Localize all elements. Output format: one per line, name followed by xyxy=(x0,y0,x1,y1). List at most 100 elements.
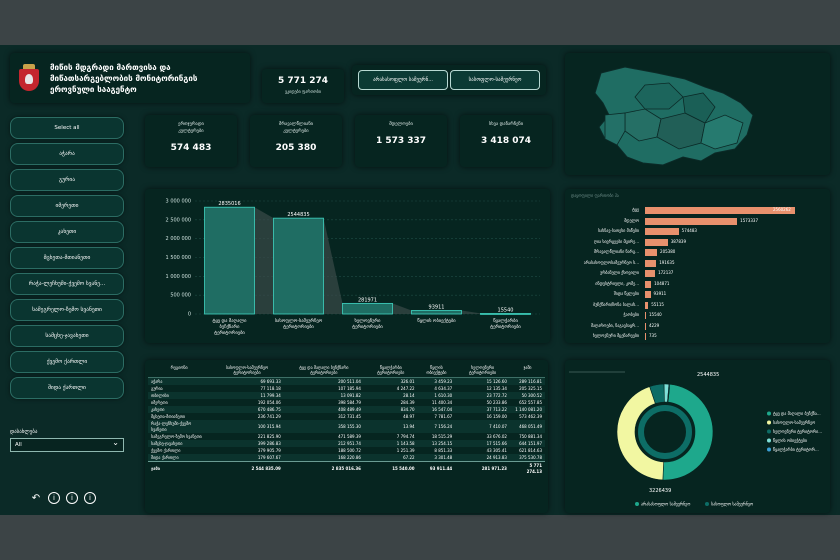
table-cell: 644 151.97 xyxy=(509,440,545,447)
table-row[interactable]: იმერეთი 192 054.06 398 584.79 284.39 11 400.… xyxy=(148,399,545,406)
table-row[interactable]: სამეგრელო-ზემო სვანეთი 221 825.90 471 589.… xyxy=(148,433,545,440)
region-table[interactable]: რეგიონი სასოფლო-სამეურნეო ტერიტორიები ტყე … xyxy=(145,360,548,513)
ranking-row[interactable]: არასასოფლოსამეურნეო ს... 191635 xyxy=(565,258,830,269)
back-arrow-icon[interactable]: ↶ xyxy=(31,492,41,504)
table-row[interactable]: სამცხე-ჯავახეთი 399 286.83 212 951.74 1 143… xyxy=(148,440,545,447)
table-total-cell: 2 835 016.36 xyxy=(283,461,364,475)
table-row[interactable]: ქვემო ქართლი 379 905.79 188 500.72 1 251.39… xyxy=(148,447,545,454)
ranking-row-label: ინდუსტრიული, კომე... xyxy=(595,280,639,286)
table-cell: 192 054.06 xyxy=(257,399,281,405)
table-cell: 13.94 xyxy=(363,420,418,433)
info-icon[interactable]: i xyxy=(66,492,78,504)
settlement-filter-label: დასახლება xyxy=(10,429,38,435)
table-cell: 205 325.15 xyxy=(519,385,542,391)
region-kakheti[interactable]: კახეთი xyxy=(10,221,124,243)
table-cell: 1 140 081.20 xyxy=(509,406,545,413)
agricultural-button[interactable]: სასოფლო-სამეურნეო xyxy=(450,70,540,90)
region-samegrelo[interactable]: სამეგრელო-ზემო სვანეთი xyxy=(10,299,124,321)
ranking-row[interactable]: ბუჩქნარი/ზონა ბალახ... 55115 xyxy=(565,300,830,311)
bar-mark xyxy=(273,217,324,315)
ranking-row-value: 55115 xyxy=(651,301,664,307)
ranking-row[interactable]: ურბანული ქსოვილი 172137 xyxy=(565,268,830,279)
ranking-row[interactable]: ინდუსტრიული, კომე... 104871 xyxy=(565,279,830,290)
table-header-cell[interactable]: ხელოვნური ტერიტორიები xyxy=(455,363,510,378)
table-row[interactable]: გურია 77 118.18 107 185.94 4 247.22 4 634.37… xyxy=(148,385,545,392)
table-header-cell[interactable]: სასოფლო-სამეურნეო ტერიტორიები xyxy=(210,363,284,378)
donut-slice xyxy=(616,386,664,481)
kpi-value: 3 418 074 xyxy=(480,136,532,146)
region-racha[interactable]: რაჭა-ლეჩხუმი-ქვემო სვანე... xyxy=(10,273,124,295)
table-row[interactable]: შიდა ქართლი 179 607.67 168 220.86 67.22 3 30… xyxy=(148,454,545,462)
region-adjara[interactable]: აჭარა xyxy=(10,143,124,165)
table-cell: 179 607.67 xyxy=(210,454,284,462)
table-cell: 33 676.02 xyxy=(486,433,507,439)
ranking-row[interactable]: მრავალწლიანი ნარგ... 205380 xyxy=(565,247,830,258)
table-cell: გურია xyxy=(151,385,163,391)
map-shape xyxy=(594,66,754,166)
ranking-row-value: 4229 xyxy=(649,322,660,328)
ranking-row[interactable]: მაღაროები, ნაგავსაყრ... 4229 xyxy=(565,321,830,332)
region-imereti[interactable]: იმერეთი xyxy=(10,195,124,217)
table-header-cell[interactable]: წყლის ობიექტები xyxy=(417,363,456,378)
table-cell: 8 851.33 xyxy=(434,447,453,453)
table-cell: 284.39 xyxy=(400,399,415,405)
x-tick-label: ხელოვნური ტერიტორიები xyxy=(352,317,383,330)
ranking-row[interactable]: სახნავ-სათესი მიწები 574483 xyxy=(565,226,830,237)
land-use-ranking[interactable]: დაყოფილი ფართობი ჰა ტყე 2560262 მდელო 15733… xyxy=(565,189,830,343)
table-cell: რაჭა-ლეჩხუმი-ქვემო სვანეთი xyxy=(148,420,211,433)
table-row[interactable]: აჭარა 69 693.33 200 511.04 326.01 3 459.23 15… xyxy=(148,377,545,385)
table-row[interactable]: თბილისი 11 799.34 13 091.82 28.14 1 610.30 23… xyxy=(148,392,545,399)
legend-swatch xyxy=(767,447,771,452)
table-cell: 18 515.29 xyxy=(431,433,453,439)
ranking-bar xyxy=(645,249,658,256)
info-icon[interactable]: i xyxy=(84,492,96,504)
donut-slice xyxy=(667,383,671,403)
table-header-cell[interactable]: წყალჭარბი ტერიტორიები xyxy=(363,363,418,378)
region-samtskhe[interactable]: სამცხე-ჯავახეთი xyxy=(10,325,124,347)
georgia-map[interactable] xyxy=(565,53,830,175)
info-icon[interactable]: i xyxy=(48,492,60,504)
region-mtskheta[interactable]: მცხეთა-მთიანეთი xyxy=(10,247,124,269)
table-header-cell[interactable]: ტყე და მაღალი ბუჩქნარი ტერიტორიები xyxy=(283,363,364,378)
table-cell: 67.22 xyxy=(363,454,418,462)
ranking-bar xyxy=(645,228,679,235)
ranking-row-label: მდელო xyxy=(624,217,639,223)
ranking-row[interactable]: ჭაობები 15540 xyxy=(565,310,830,321)
ranking-row[interactable]: ტყე 2560262 xyxy=(565,205,830,216)
table-cell: 24 913.83 xyxy=(455,454,510,462)
table-cell: 17 515.66 xyxy=(455,440,510,447)
legend-swatch xyxy=(767,438,771,443)
ranking-row[interactable]: ღია სივრცეები მცირე... 387839 xyxy=(565,237,830,248)
ranking-row[interactable]: მდელო 1573337 xyxy=(565,216,830,227)
land-cover-chart-svg: 3 000 000 2 500 000 2 000 000 1 500 000 1 00… xyxy=(166,199,540,336)
kpi-perennial-crops: მრავალწლიანი კულტურები 205 380 xyxy=(250,115,342,167)
donut-slice xyxy=(662,383,714,481)
donut-chart[interactable]: 2544835 3226439 ტყე და მაღალი ბუჩქნა... სას… xyxy=(565,360,830,513)
ranking-row-value: 205380 xyxy=(660,249,676,254)
ranking-row[interactable]: შიდა წყლები 93911 xyxy=(565,289,830,300)
land-cover-chart[interactable]: 3 000 000 2 500 000 2 000 000 1 500 000 1 00… xyxy=(145,189,550,343)
y-tick-label: 1 000 000 xyxy=(166,274,191,280)
region-select-all[interactable]: Select all xyxy=(10,117,124,139)
table-header-cell[interactable]: ჯამი xyxy=(509,363,545,378)
region-kvemo-kartli[interactable]: ქვემო ქართლი xyxy=(10,351,124,373)
y-tick-label: 0 xyxy=(188,312,191,318)
bar-data-label: 281971 xyxy=(358,297,377,303)
table-cell: 168 220.86 xyxy=(283,454,364,462)
non-agricultural-button[interactable]: არასასოფლო სამეურნ... xyxy=(358,70,448,90)
ranking-row[interactable]: ხელოვნური მცენარეები 735 xyxy=(565,331,830,342)
table-header-cell[interactable]: რეგიონი xyxy=(148,363,211,378)
table-cell: 13 254.15 xyxy=(417,440,456,447)
bar-mark xyxy=(411,310,462,315)
region-guria[interactable]: გურია xyxy=(10,169,124,191)
ranking-row-label: ბუჩქნარი/ზონა ბალახ... xyxy=(593,301,639,307)
settlement-select[interactable]: All xyxy=(10,437,124,452)
bar-data-label: 2835016 xyxy=(218,201,240,207)
title-line-3: ეროვნული სააგენტო xyxy=(50,84,137,94)
table-cell: 399 286.83 xyxy=(210,440,284,447)
table-row[interactable]: რაჭა-ლეჩხუმი-ქვემო სვანეთი 100 315.94 358 … xyxy=(148,420,545,433)
table-row[interactable]: კახეთი 670 486.75 408 489.49 834.70 16 547.0… xyxy=(148,406,545,413)
y-tick-label: 500 000 xyxy=(170,293,191,299)
table-row[interactable]: მცხეთა-მთიანეთი 236 741.29 312 731.45 48.97… xyxy=(148,413,545,420)
region-shida-kartli[interactable]: შიდა ქართლი xyxy=(10,377,124,399)
